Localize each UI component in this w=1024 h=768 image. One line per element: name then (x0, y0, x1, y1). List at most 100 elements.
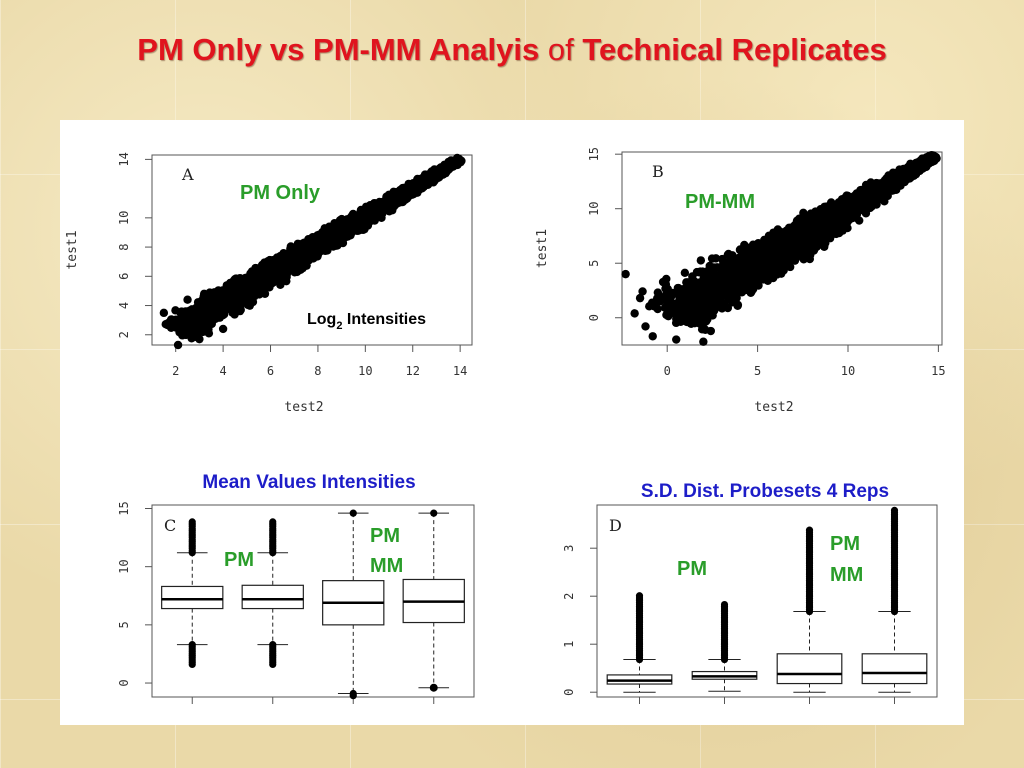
annotation-pm-only: PM Only (240, 182, 321, 204)
title-of: of (547, 32, 574, 67)
data-point (748, 284, 758, 294)
outlier-point (159, 308, 169, 318)
plot-frame (621, 151, 943, 346)
panel-letter: A (181, 165, 194, 184)
data-point (213, 293, 223, 303)
data-point (398, 191, 407, 200)
x-tick-label: 8 (314, 364, 321, 378)
data-point (638, 287, 647, 296)
data-point-cloud (638, 151, 941, 336)
x-tick-label: 6 (267, 364, 274, 378)
data-point (307, 236, 317, 246)
data-point (187, 305, 197, 314)
data-point (368, 205, 378, 215)
data-point (355, 218, 364, 228)
data-point (171, 306, 180, 315)
data-point (264, 276, 274, 285)
data-point (434, 169, 443, 178)
slide-title: PM Only vs PM-MM Analyis of Technical Re… (0, 32, 1024, 68)
data-point (652, 294, 662, 303)
outlier-point (173, 340, 183, 350)
y-axis-label: test1 (65, 230, 80, 269)
data-point (209, 315, 218, 325)
data-point (688, 272, 697, 281)
data-point (763, 276, 773, 285)
data-point (448, 159, 458, 168)
data-point (773, 225, 783, 234)
outlier-point (195, 334, 204, 344)
data-point (753, 259, 763, 269)
x-tick-label: 12 (406, 364, 420, 378)
data-point (342, 222, 351, 231)
note-log: Log (307, 311, 336, 328)
x-tick-label: 10 (358, 364, 372, 378)
data-point (723, 250, 733, 260)
data-point (733, 301, 742, 310)
data-point (319, 239, 328, 248)
data-point (207, 308, 216, 318)
data-point (166, 323, 176, 332)
x-tick-label: 14 (453, 364, 467, 378)
scatter-plot-b (615, 151, 943, 352)
data-point (680, 268, 690, 277)
y-tick-label: 6 (117, 273, 131, 280)
data-point (695, 268, 704, 277)
data-point (238, 288, 248, 297)
data-point (696, 256, 706, 265)
data-point (711, 254, 721, 263)
data-point (689, 309, 699, 318)
data-point (293, 239, 303, 248)
data-point (245, 301, 255, 310)
data-point (271, 257, 281, 266)
data-point (820, 242, 829, 251)
outlier-point (199, 289, 209, 299)
data-point (188, 316, 197, 326)
data-point (414, 177, 423, 186)
outlier-point (166, 315, 176, 325)
outlier-point (218, 324, 228, 334)
y-tick-label: 4 (117, 302, 131, 309)
outlier-point (176, 321, 185, 331)
note-subscript: 2 (336, 320, 342, 332)
data-point (381, 196, 391, 205)
data-point (861, 185, 870, 195)
data-point (338, 238, 348, 248)
data-point (391, 197, 401, 206)
x-axis-label: test2 (284, 400, 323, 415)
data-point (250, 271, 259, 280)
data-point (222, 305, 231, 314)
data-point (362, 211, 371, 221)
data-point (430, 175, 439, 185)
data-point (231, 287, 240, 296)
outlier-point (230, 275, 240, 284)
data-point (199, 309, 209, 319)
data-point (653, 304, 662, 314)
y-tick-label: 8 (117, 243, 131, 250)
y-tick-label: 2 (117, 331, 131, 338)
data-point (273, 275, 283, 285)
data-point (662, 274, 671, 284)
scatter-plot-a (145, 153, 473, 352)
data-point (238, 297, 247, 306)
title-part-1: PM Only vs PM-MM Analyis (137, 32, 548, 67)
data-point (260, 267, 269, 277)
outlier-point (183, 295, 192, 304)
note-log-intensities: Log2 Intensities (307, 311, 426, 332)
data-point (298, 249, 308, 259)
data-point (331, 232, 340, 241)
x-tick-label: 2 (172, 364, 179, 378)
data-point (263, 261, 272, 270)
x-tick-label: 4 (219, 364, 226, 378)
data-point (770, 231, 779, 240)
data-point (198, 320, 207, 329)
data-point (286, 251, 296, 261)
data-point (698, 311, 708, 320)
data-point (252, 282, 261, 291)
y-tick-label: 10 (117, 211, 131, 225)
y-tick-label: 14 (117, 152, 131, 166)
data-point (255, 290, 264, 299)
plot-frame (151, 154, 473, 346)
title-part-2: Technical Replicates (573, 32, 887, 67)
data-point (456, 157, 465, 166)
